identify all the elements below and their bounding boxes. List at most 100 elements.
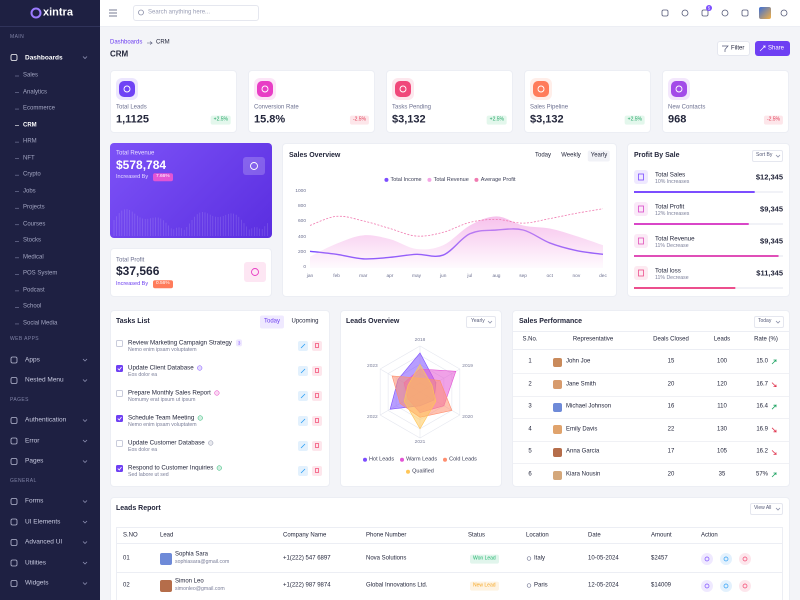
search-box[interactable] (133, 5, 259, 21)
y-tick-label: 0 (303, 265, 306, 271)
sidebar-subitem[interactable]: POS System (23, 270, 58, 277)
card-title: Sales Overview (289, 151, 341, 159)
sidebar-subitem[interactable]: NFT (23, 155, 35, 162)
sidebar-item[interactable]: Error (25, 437, 40, 445)
task-icon (214, 390, 220, 396)
kpi-icon (257, 81, 273, 97)
rep-avatar (553, 470, 562, 480)
sort-button[interactable] (752, 150, 783, 162)
breadcrumb-parent[interactable]: Dashboards (110, 39, 143, 46)
share-button[interactable] (755, 41, 790, 56)
action-button[interactable] (701, 580, 713, 592)
chevron-icon (82, 419, 88, 423)
sidebar-subitem[interactable]: Sales (23, 72, 39, 79)
sidebar-subitem[interactable]: School (23, 303, 42, 310)
filter-dropdown[interactable] (466, 316, 496, 328)
task-sub: Eos dolor ea (128, 372, 158, 379)
avatar[interactable] (759, 7, 771, 19)
task-icon (197, 415, 203, 421)
sidebar-item[interactable]: Authentication (25, 416, 67, 424)
cell: 105 (716, 448, 728, 455)
profit-sub: 12% Increases (655, 211, 690, 218)
card-title: Leads Overview (346, 317, 400, 325)
filter-icon (722, 45, 729, 52)
menu-icon (10, 417, 18, 424)
delete-button[interactable] (312, 366, 322, 376)
sidebar-subitem[interactable]: Social Media (23, 320, 58, 327)
sidebar-item[interactable]: Widgets (25, 579, 49, 587)
tab[interactable]: Yearly (587, 150, 611, 162)
sidebar-subitem[interactable]: Crypto (23, 171, 41, 178)
legend-item: Cold Leads (443, 457, 477, 463)
chevron-icon (82, 379, 88, 383)
delete-button[interactable] (312, 391, 322, 401)
cell: 16 (667, 403, 675, 410)
sidebar-subitem[interactable]: CRM (23, 122, 37, 129)
action-button[interactable] (701, 553, 713, 565)
check-mark (117, 366, 122, 371)
sidebar-item[interactable]: Pages (25, 457, 44, 465)
sidebar-item[interactable]: Utilities (25, 559, 46, 567)
kpi-change: -2.5% (763, 115, 783, 125)
profit-icon (634, 234, 648, 248)
cell: 4 (528, 426, 532, 433)
task-title: Schedule Team Meeting (128, 414, 195, 422)
sidebar-item[interactable]: Advanced UI (25, 538, 63, 546)
cell: 15.0 (756, 358, 768, 365)
sidebar-item[interactable]: Apps (25, 356, 40, 364)
sidebar-item[interactable]: UI Elements (25, 518, 61, 526)
sidebar-subitem[interactable]: HRM (23, 138, 37, 145)
sidebar-subitem[interactable]: Medical (23, 254, 44, 261)
task-checkbox[interactable] (116, 365, 123, 372)
kpi-label: Tasks Pending (392, 104, 432, 111)
legend-label: Warm Leads (406, 456, 438, 463)
delete-button[interactable] (312, 441, 322, 451)
sidebar-subitem[interactable]: Analytics (23, 89, 48, 96)
task-checkbox[interactable] (116, 415, 123, 422)
sidebar-subitem[interactable]: Courses (23, 221, 46, 228)
task-checkbox[interactable] (116, 465, 123, 472)
sidebar-subitem[interactable]: Ecommerce (23, 105, 56, 112)
x-tick-label: jun (439, 274, 447, 280)
delete-button[interactable] (312, 466, 322, 476)
share-label: Share (768, 45, 785, 52)
chevron-icon (82, 358, 88, 362)
column-header: Leads (713, 336, 731, 343)
card-title: Leads Report (116, 504, 161, 512)
tab[interactable]: Upcoming (291, 318, 319, 325)
delete-button[interactable] (312, 416, 322, 426)
cell: Jane Smith (566, 381, 597, 388)
total-revenue-note: Increased By (116, 173, 149, 180)
x-tick-label: may (412, 274, 422, 280)
delete-button[interactable] (312, 341, 322, 351)
column-header: Phone Number (366, 532, 407, 539)
action-button[interactable] (720, 580, 732, 592)
sidebar-subitem[interactable]: Projects (23, 204, 45, 211)
sidebar-item[interactable]: Nested Menu (25, 376, 64, 384)
task-checkbox[interactable] (116, 440, 123, 447)
column-header: Location (526, 532, 549, 539)
task-checkbox[interactable] (116, 340, 123, 347)
radar-label: 2019 (462, 363, 473, 369)
sidebar-subitem[interactable]: Stocks (23, 237, 42, 244)
filter-dropdown[interactable] (750, 503, 783, 515)
chevron-icon (775, 507, 781, 511)
menu-icon (10, 377, 18, 384)
filter-button[interactable] (717, 41, 750, 56)
tab[interactable]: Today (259, 315, 285, 329)
sidebar-subitem[interactable]: Jobs (23, 188, 36, 195)
action-button[interactable] (739, 553, 751, 565)
filter-dropdown[interactable] (754, 316, 784, 328)
legend: Total Income Total Revenue Average Profit (384, 177, 516, 183)
sidebar-item[interactable]: Dashboards (25, 53, 63, 61)
rate-arrow (771, 450, 777, 455)
tab[interactable]: Weekly (561, 152, 581, 159)
tab[interactable]: Today (534, 152, 552, 159)
action-button[interactable] (739, 580, 751, 592)
task-checkbox[interactable] (116, 390, 123, 397)
action-button[interactable] (720, 553, 732, 565)
task-sub: Nemo enim ipsam voluptatem (128, 422, 197, 429)
sidebar-item[interactable]: Forms (25, 497, 44, 505)
sidebar-subitem[interactable]: Podcast (23, 287, 45, 294)
